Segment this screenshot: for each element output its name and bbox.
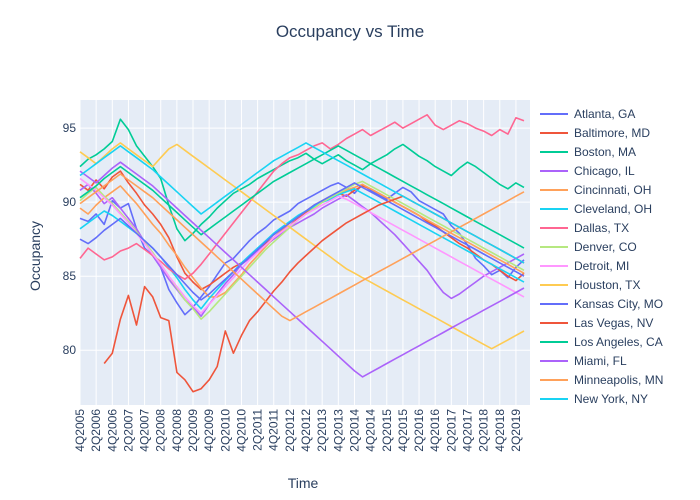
legend-label-minneapolis-mn: Minneapolis, MN (574, 373, 663, 387)
x-tick-label: 4Q2005 (73, 409, 87, 452)
legend-label-atlanta-ga: Atlanta, GA (574, 107, 635, 121)
x-tick-label: 4Q2014 (364, 409, 378, 452)
x-tick-label: 2Q2012 (283, 409, 297, 452)
legend-label-new-york-ny: New York, NY (574, 392, 648, 406)
y-tick-label: 90 (63, 195, 77, 209)
legend-label-cincinnati-oh: Cincinnati, OH (574, 183, 651, 197)
x-tick-label: 4Q2006 (105, 409, 119, 452)
legend-label-denver-co: Denver, CO (574, 240, 637, 254)
x-tick-label: 4Q2010 (234, 409, 248, 452)
x-tick-label: 4Q2011 (267, 409, 281, 451)
y-axis-title: Occupancy (27, 221, 43, 291)
series-line-boston-ma (79, 118, 525, 242)
x-tick-label: 2Q2011 (251, 409, 265, 451)
series-line-detroit-mi (79, 177, 525, 314)
x-tick-label: 4Q2017 (460, 409, 474, 452)
y-tick-label: 80 (63, 343, 77, 357)
legend-label-detroit-mi: Detroit, MI (574, 259, 629, 273)
legend-label-miami-fl: Miami, FL (574, 354, 627, 368)
x-axis-title: Time (288, 475, 319, 491)
x-tick-label: 2Q2007 (121, 409, 135, 452)
x-tick-label: 2Q2016 (412, 409, 426, 452)
x-tick-label: 2Q2019 (509, 409, 523, 452)
x-tick-label: 4Q2013 (331, 409, 345, 452)
x-tick-label: 4Q2007 (138, 409, 152, 452)
x-tick-label: 2Q2014 (347, 409, 361, 452)
series-line-houston-tx (79, 142, 525, 350)
legend-label-kansas-city-mo: Kansas City, MO (574, 297, 663, 311)
series-line-baltimore-md (79, 170, 525, 291)
x-tick-label: 2Q2013 (315, 409, 329, 452)
x-tick-label: 2Q2010 (218, 409, 232, 452)
series-line-new-york-ny (79, 142, 525, 264)
legend-label-los-angeles-ca: Los Angeles, CA (574, 335, 663, 349)
x-tick-label: 4Q2015 (396, 409, 410, 452)
legend-label-cleveland-oh: Cleveland, OH (574, 202, 652, 216)
series-lines (79, 114, 525, 393)
x-axis-ticks: 4Q2005 2Q2006 4Q2006 2Q2007 4Q2007 2Q2008 4Q20… (73, 409, 523, 452)
x-tick-label: 4Q2016 (428, 409, 442, 452)
legend-label-las-vegas-nv: Las Vegas, NV (574, 316, 653, 330)
x-tick-label: 2Q2018 (477, 409, 491, 452)
x-tick-label: 2Q2008 (154, 409, 168, 452)
series-line-miami-fl (79, 161, 525, 378)
x-tick-label: 4Q2009 (202, 409, 216, 452)
legend: Atlanta, GA Baltimore, MD Boston, MA Chicag… (540, 107, 663, 406)
legend-label-baltimore-md: Baltimore, MD (574, 126, 650, 140)
series-line-los-angeles-ca (79, 145, 525, 249)
series-line-kansas-city-mo (79, 182, 525, 301)
gridlines (79, 100, 530, 405)
series-line-minneapolis-mn (79, 173, 525, 322)
legend-label-chicago-il: Chicago, IL (574, 164, 635, 178)
legend-label-dallas-tx: Dallas, TX (574, 221, 629, 235)
x-tick-label: 4Q2018 (493, 409, 507, 452)
x-tick-label: 2Q2006 (89, 409, 103, 452)
y-tick-label: 95 (63, 121, 77, 135)
x-tick-label: 4Q2008 (170, 409, 184, 452)
y-axis-ticks: 80 85 90 95 (63, 121, 77, 357)
legend-label-boston-ma: Boston, MA (574, 145, 636, 159)
x-tick-label: 2Q2015 (380, 409, 394, 452)
x-tick-label: 4Q2012 (299, 409, 313, 452)
chart-title: Occupancy vs Time (276, 22, 424, 41)
x-tick-label: 2Q2017 (444, 409, 458, 452)
legend-label-houston-tx: Houston, TX (574, 278, 640, 292)
x-tick-label: 2Q2009 (186, 409, 200, 452)
y-tick-label: 85 (63, 269, 77, 283)
